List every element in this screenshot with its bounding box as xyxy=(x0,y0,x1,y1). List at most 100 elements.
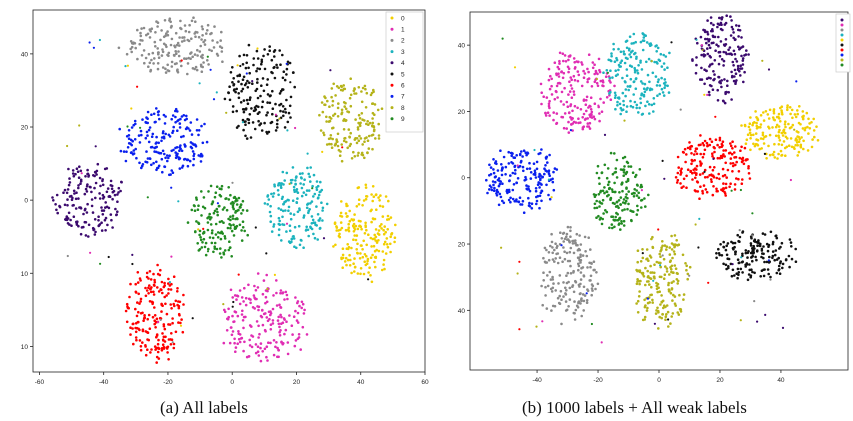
point xyxy=(703,93,706,96)
point xyxy=(334,243,337,247)
point xyxy=(730,152,734,156)
point xyxy=(155,320,158,324)
point xyxy=(129,142,132,145)
point xyxy=(661,91,665,94)
point xyxy=(315,224,319,227)
legend-label: 6 xyxy=(401,83,405,90)
point xyxy=(748,128,752,131)
point xyxy=(192,157,196,161)
point xyxy=(260,309,264,312)
point xyxy=(764,135,768,138)
point xyxy=(548,197,552,201)
point xyxy=(146,117,149,120)
point xyxy=(177,54,181,58)
point xyxy=(639,80,643,83)
point xyxy=(188,159,192,163)
point xyxy=(562,246,565,249)
point xyxy=(233,341,236,345)
point xyxy=(583,235,587,239)
point xyxy=(568,250,572,254)
point xyxy=(89,251,92,254)
point xyxy=(308,208,312,211)
point xyxy=(240,212,243,215)
point xyxy=(141,118,144,121)
point xyxy=(646,257,649,261)
point xyxy=(356,272,360,275)
point xyxy=(610,52,613,55)
point xyxy=(735,24,738,27)
point xyxy=(313,192,317,196)
point xyxy=(663,78,667,81)
point xyxy=(203,122,206,126)
point xyxy=(174,31,178,35)
point xyxy=(164,335,167,339)
point xyxy=(316,213,320,216)
point xyxy=(750,256,753,259)
point xyxy=(670,264,674,268)
point xyxy=(700,53,703,57)
point xyxy=(234,211,237,214)
point xyxy=(546,161,549,164)
point xyxy=(774,234,778,237)
point xyxy=(555,168,559,171)
point xyxy=(355,141,359,145)
y-tick-label: 40 xyxy=(458,308,466,315)
point xyxy=(374,193,378,197)
point xyxy=(241,87,245,91)
point xyxy=(685,174,688,178)
point xyxy=(622,50,625,53)
point xyxy=(542,279,545,282)
point xyxy=(690,162,693,166)
point xyxy=(603,133,607,136)
point xyxy=(733,241,737,245)
point xyxy=(353,265,357,269)
point xyxy=(617,206,620,210)
point xyxy=(601,198,605,202)
point xyxy=(508,179,511,182)
point xyxy=(777,264,781,268)
point xyxy=(293,344,297,348)
point xyxy=(589,265,592,269)
point xyxy=(177,118,180,122)
point xyxy=(535,160,539,164)
point xyxy=(163,281,166,285)
point xyxy=(721,140,725,143)
point xyxy=(706,30,709,34)
point xyxy=(556,296,560,300)
point xyxy=(651,271,654,274)
point xyxy=(717,247,720,251)
point xyxy=(710,140,714,143)
point xyxy=(284,328,288,332)
point xyxy=(307,172,311,176)
point xyxy=(633,70,637,74)
point xyxy=(777,125,781,128)
point xyxy=(726,84,729,87)
point xyxy=(511,197,515,201)
point xyxy=(737,45,740,49)
point xyxy=(747,166,750,170)
point xyxy=(518,328,521,331)
point xyxy=(746,256,749,259)
point xyxy=(262,279,266,282)
point xyxy=(183,57,186,60)
point xyxy=(227,307,230,311)
point xyxy=(373,113,376,116)
point xyxy=(239,203,243,207)
point xyxy=(525,184,528,187)
point xyxy=(166,69,170,72)
point xyxy=(336,115,340,118)
point xyxy=(206,221,210,224)
point xyxy=(689,147,692,151)
point xyxy=(564,292,567,295)
point xyxy=(227,198,231,201)
point xyxy=(585,292,588,295)
point xyxy=(246,233,249,237)
point xyxy=(365,136,368,139)
point xyxy=(581,254,585,257)
point xyxy=(176,290,179,293)
point xyxy=(711,34,715,38)
point xyxy=(110,218,113,222)
point xyxy=(287,111,291,115)
legend-label: 9 xyxy=(401,116,405,123)
point xyxy=(660,316,663,320)
